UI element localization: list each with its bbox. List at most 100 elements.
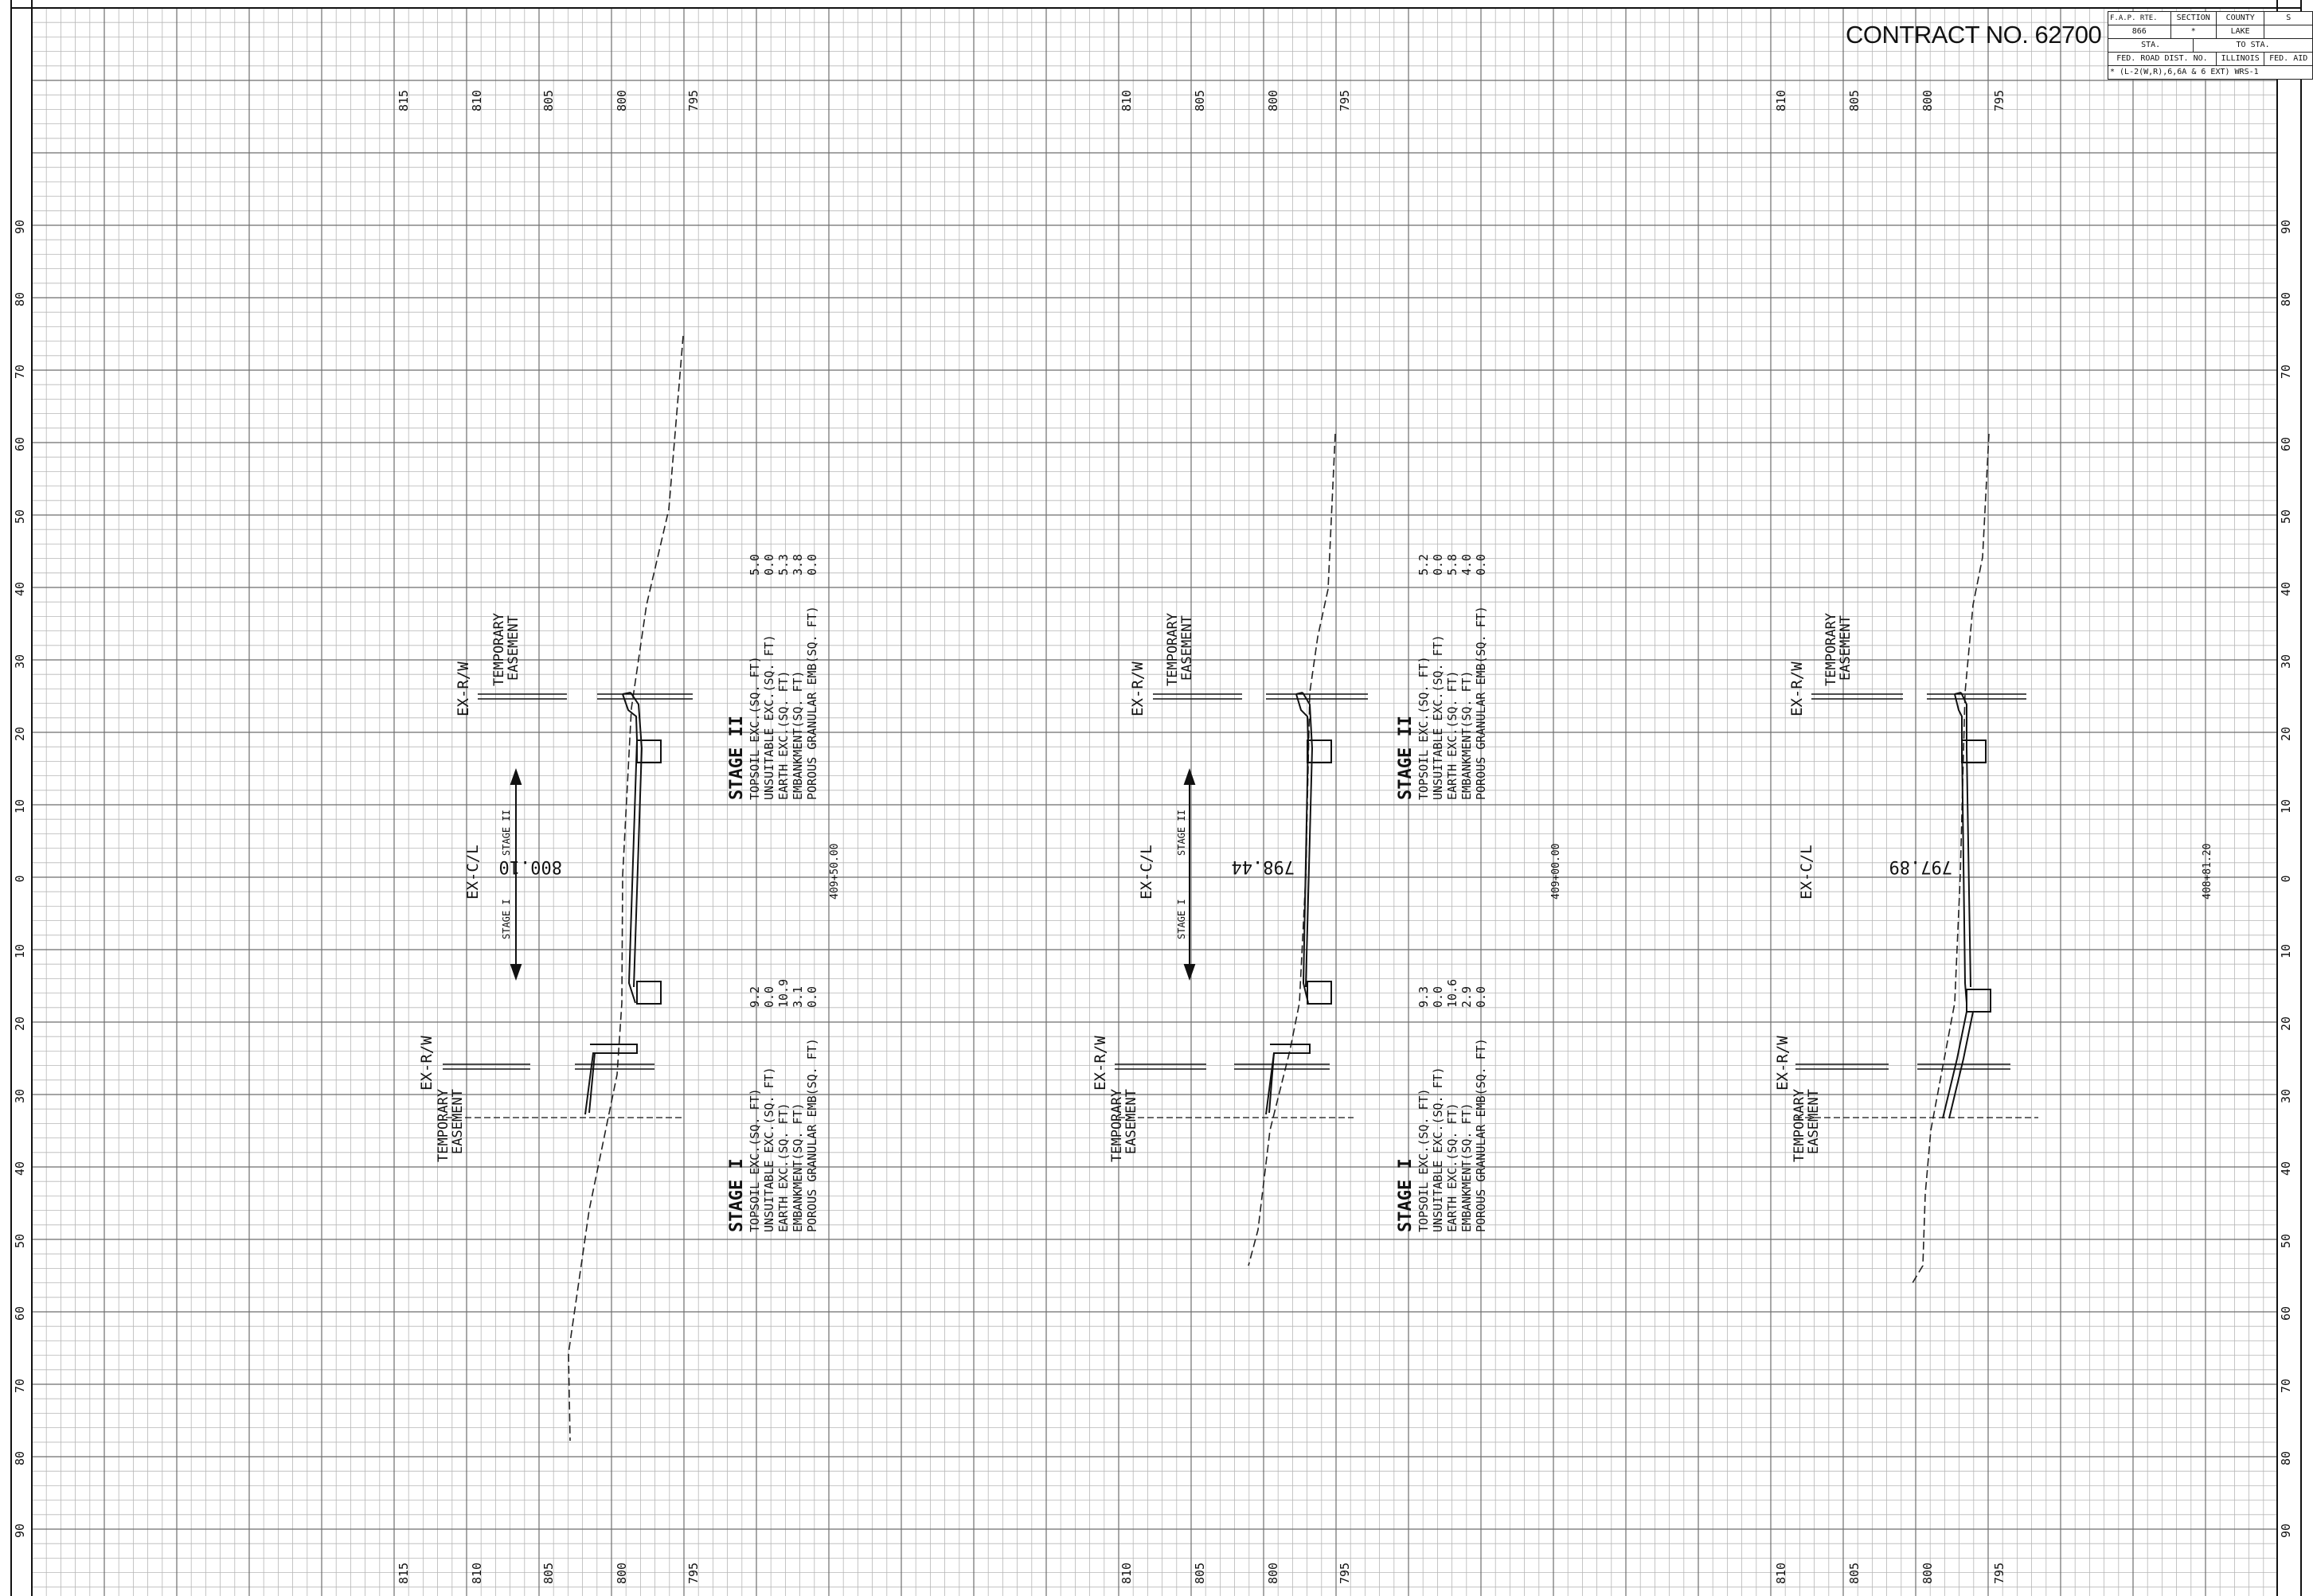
stage-ii-value: 0.0 (1474, 554, 1488, 576)
offset-tick-label: 90 (2279, 1524, 2293, 1538)
offset-tick-label: 20 (13, 727, 27, 741)
centerline-label: EX-C/L (1138, 845, 1155, 899)
stage-i-arrow-label: STAGE I (501, 899, 512, 939)
offset-tick-label: 60 (2279, 437, 2293, 451)
stage-i-value: 9.2 (748, 986, 762, 1008)
elevation-label: 800 (1266, 1563, 1280, 1584)
stage-arrow (510, 767, 522, 981)
quantities-stage-ii: STAGE II TOPSOIL EXC.(SQ. FT) UNSUITABLE… (727, 554, 819, 800)
elevation-label: 795 (1338, 1563, 1352, 1584)
title-block: F.A.P. RTE. SECTION COUNTY S 866 * LAKE … (2107, 11, 2313, 80)
stage-i-item: POROUS GRANULAR EMB(SQ. FT) (1474, 1038, 1488, 1232)
offset-tick-label: 80 (2279, 292, 2293, 306)
offset-tick-label: 20 (2279, 1017, 2293, 1031)
easement-label-bottom-2: EASEMENT (1123, 1089, 1139, 1154)
stage-i-value: 2.9 (1459, 986, 1474, 1008)
offset-tick-label: 50 (13, 1234, 27, 1248)
elevation-labels-bottom: 810 805 800 795 (1119, 1563, 1352, 1584)
right-of-way-lines (1115, 693, 1368, 1118)
row-label-bottom: EX-R/W (418, 1036, 436, 1091)
offset-tick-label: 80 (13, 1451, 27, 1465)
elevation-label: 810 (1774, 1563, 1788, 1584)
elevation-labels-top: 810 805 800 795 (1774, 90, 2006, 111)
cross-section-409+50: 815 810 805 800 795 815 810 805 800 795 (397, 90, 841, 1584)
station-label: 408+81.20 (2202, 844, 2213, 899)
elevation-label: 800 (615, 90, 629, 111)
offset-tick-label: 0 (2279, 875, 2293, 882)
offset-tick-label: 10 (13, 944, 27, 958)
stage-i-item: EARTH EXC.(SQ. FT) (1445, 1102, 1459, 1232)
stage-i-value: 0.0 (762, 986, 776, 1008)
stage-ii-value: 5.3 (776, 554, 791, 576)
stage-ii-arrow-label: STAGE II (1176, 810, 1187, 856)
offset-tick-label: 70 (13, 1379, 27, 1393)
quantities-stage-ii: STAGE II TOPSOIL EXC.(SQ. FT) UNSUITABLE… (1396, 554, 1488, 800)
title-block-cell: STA. (2107, 38, 2194, 53)
stage-i-value: 0.0 (805, 986, 819, 1008)
centerline-label: EX-C/L (464, 845, 482, 899)
easement-label-top-2: EASEMENT (506, 615, 522, 681)
cross-section-408+81: 810 805 800 795 810 805 800 795 EX-C/L EX-R/ (1774, 90, 2213, 1584)
stage-i-item: UNSUITABLE EXC.(SQ. FT) (762, 1067, 776, 1232)
offset-tick-label: 20 (13, 1017, 27, 1031)
offset-tick-label: 50 (2279, 1234, 2293, 1248)
offset-tick-label: 60 (13, 1306, 27, 1321)
offset-scale-left: 90 80 70 60 50 40 30 20 10 0 10 20 30 40 50 60 70 80 90 (13, 220, 27, 1538)
stage-i-arrow-label: STAGE I (1176, 899, 1187, 939)
existing-ground-line (1248, 433, 1336, 1266)
offset-tick-label: 40 (13, 1161, 27, 1176)
title-block-cell: FED. AID (2264, 52, 2313, 66)
easement-label-top-1: TEMPORARY (491, 613, 507, 686)
title-block-cell: ILLINOIS (2215, 52, 2265, 66)
elevation-label: 805 (1193, 1563, 1207, 1584)
stage-i-item: EARTH EXC.(SQ. FT) (776, 1102, 791, 1232)
stage-ii-item: EARTH EXC.(SQ. FT) (776, 670, 791, 800)
stage-ii-item: UNSUITABLE EXC.(SQ. FT) (762, 634, 776, 800)
stage-ii-item: POROUS GRANULAR EMB(SQ. FT) (1474, 606, 1488, 800)
stage-i-item: EMBANKMENT(SQ. FT) (1459, 1102, 1474, 1232)
stage-i-item: TOPSOIL EXC.(SQ. FT) (1416, 1088, 1431, 1232)
profile-grade: 797.89 (1889, 857, 1952, 876)
stage-i-value: 0.0 (1431, 986, 1445, 1008)
station-label: 409+50.00 (829, 844, 841, 899)
elevation-label: 815 (397, 90, 411, 111)
title-block-cell: LAKE (2215, 25, 2265, 39)
title-block-cell: SECTION (2170, 11, 2217, 25)
elevation-label: 795 (1992, 1563, 2006, 1584)
station-label: 409+00.00 (1550, 844, 1562, 899)
easement-label-top-1: TEMPORARY (1165, 613, 1181, 686)
elevation-label: 810 (470, 1563, 484, 1584)
elevation-label: 805 (1193, 90, 1207, 111)
stage-i-value: 9.3 (1416, 986, 1431, 1008)
cross-section-409+00: 810 805 800 795 810 805 800 795 (1092, 90, 1562, 1584)
offset-tick-label: 40 (13, 582, 27, 596)
easement-label-bottom-1: TEMPORARY (436, 1089, 451, 1162)
stage-ii-value: 0.0 (762, 554, 776, 576)
elevation-labels-bottom: 815 810 805 800 795 (397, 1563, 701, 1584)
offset-tick-label: 90 (2279, 220, 2293, 234)
offset-tick-label: 40 (2279, 1161, 2293, 1176)
offset-tick-label: 20 (2279, 727, 2293, 741)
right-of-way-lines (1795, 693, 2038, 1118)
profile-grade: 798.44 (1232, 857, 1295, 876)
elevation-label: 795 (1338, 90, 1352, 111)
stage-ii-value: 5.0 (748, 554, 762, 576)
title-block-cell: COUNTY (2215, 11, 2265, 25)
offset-tick-label: 70 (2279, 1379, 2293, 1393)
centerline-label: EX-C/L (1798, 845, 1815, 899)
elevation-labels-bottom: 810 805 800 795 (1774, 1563, 2006, 1584)
elevation-label: 805 (1847, 1563, 1862, 1584)
offset-tick-label: 10 (2279, 799, 2293, 814)
elevation-label: 810 (1774, 90, 1788, 111)
stage-i-heading: STAGE I (727, 1158, 747, 1232)
row-label-top: EX-R/W (455, 661, 472, 716)
elevation-label: 800 (1920, 90, 1935, 111)
elevation-label: 810 (1119, 1563, 1134, 1584)
easement-label-bottom-1: TEMPORARY (1791, 1089, 1807, 1162)
offset-tick-label: 50 (13, 509, 27, 524)
stage-ii-value: 5.2 (1416, 554, 1431, 576)
proposed-section (584, 692, 662, 1115)
stage-i-item: TOPSOIL EXC.(SQ. FT) (748, 1088, 762, 1232)
elevation-label: 805 (541, 1563, 556, 1584)
easement-label-top-2: EASEMENT (1179, 615, 1195, 681)
